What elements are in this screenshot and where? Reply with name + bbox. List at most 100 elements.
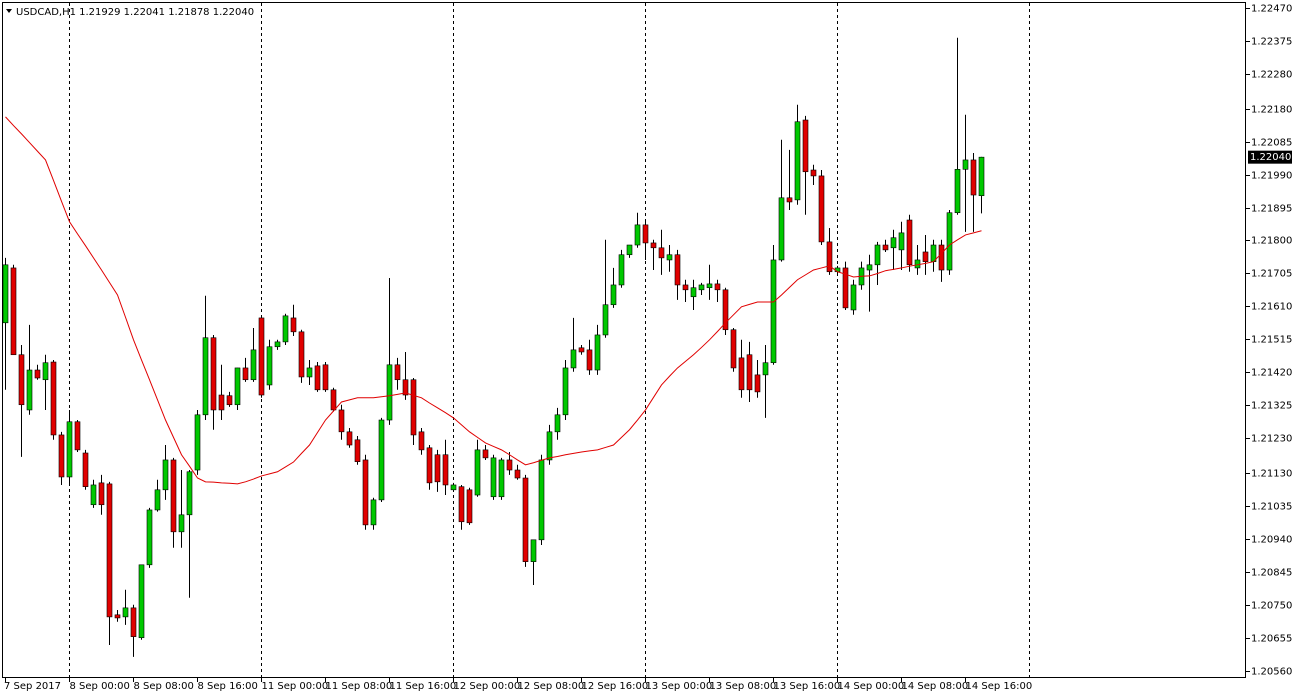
candle-body-down — [642, 224, 649, 244]
candle-body-down — [314, 365, 321, 391]
candle-body-up — [706, 283, 713, 289]
candle-body-up — [306, 367, 313, 378]
candle-body-up — [530, 539, 537, 562]
candle-body-up — [154, 489, 161, 511]
candle-body-down — [210, 337, 217, 411]
candle-body-down — [578, 347, 585, 353]
last-price-box — [1248, 150, 1292, 164]
x-tick-label: 13 Sep 00:00 — [646, 681, 713, 692]
candle-body-up — [42, 362, 49, 381]
candle-body-down — [466, 489, 473, 524]
x-tick-label: 8 Sep 00:00 — [70, 681, 130, 692]
candle-body-up — [690, 287, 697, 298]
candle-body-up — [866, 264, 873, 271]
candle-body-down — [82, 452, 89, 487]
candle-body-up — [178, 514, 185, 533]
candle-body-down — [50, 361, 57, 436]
y-tick-label: 1.20560 — [1251, 667, 1292, 678]
y-tick-label: 1.22280 — [1251, 70, 1292, 81]
candle-body-up — [562, 367, 569, 416]
candle-body-down — [738, 357, 745, 391]
candle-body-down — [906, 219, 913, 266]
candle-body-down — [482, 449, 489, 459]
candle-body-up — [274, 341, 281, 348]
candle-body-down — [258, 317, 265, 396]
candle-body-up — [946, 212, 953, 271]
menu-arrow — [6, 9, 12, 13]
y-tick-label: 1.21800 — [1251, 236, 1292, 247]
candle-body-up — [202, 337, 209, 416]
candle-body-up — [914, 259, 921, 269]
candle-body-down — [714, 283, 721, 291]
candle-body-down — [826, 241, 833, 273]
candle-body-up — [890, 237, 897, 249]
candle-body-up — [618, 254, 625, 286]
x-tick-label: 14 Sep 16:00 — [966, 681, 1033, 692]
candle-body-down — [514, 469, 521, 479]
candle-body-down — [74, 421, 81, 451]
x-tick-label: 14 Sep 08:00 — [902, 681, 969, 692]
candle-body-up — [2, 264, 9, 324]
candle-body-up — [954, 169, 961, 214]
candle-body-down — [114, 614, 121, 619]
candle-body-up — [66, 421, 73, 478]
candle-body-up — [898, 232, 905, 251]
y-tick-label: 1.22180 — [1251, 105, 1292, 116]
y-tick-label: 1.22375 — [1251, 37, 1292, 48]
candle-body-down — [938, 244, 945, 271]
candle-body-down — [218, 394, 225, 411]
candle-body-up — [386, 364, 393, 421]
candle-body-up — [634, 224, 641, 246]
candle-body-down — [802, 119, 809, 173]
candle-body-up — [538, 459, 545, 541]
candle-body-up — [610, 284, 617, 306]
candle-body-down — [922, 251, 929, 262]
candle-body-up — [194, 414, 201, 471]
x-tick-label: 11 Sep 08:00 — [326, 681, 393, 692]
candle-body-down — [338, 409, 345, 433]
candle-body-down — [346, 431, 353, 446]
x-tick-label: 13 Sep 08:00 — [710, 681, 777, 692]
candle-body-down — [394, 364, 401, 381]
candle-body-up — [850, 284, 857, 311]
x-tick-label: 12 Sep 16:00 — [582, 681, 649, 692]
candle-body-up — [282, 315, 289, 343]
y-tick-label: 1.21895 — [1251, 204, 1292, 215]
candle-body-down — [586, 349, 593, 371]
x-tick-label: 13 Sep 16:00 — [774, 681, 841, 692]
candle-body-up — [498, 459, 505, 498]
y-tick-label: 1.21515 — [1251, 335, 1292, 346]
candle-body-up — [370, 499, 377, 526]
candle-body-down — [34, 369, 41, 379]
candle-body-down — [882, 244, 889, 251]
y-tick-label: 1.22085 — [1251, 138, 1292, 149]
x-tick-label: 12 Sep 00:00 — [454, 681, 521, 692]
y-tick-label: 1.21610 — [1251, 302, 1292, 313]
y-tick-label: 1.21230 — [1251, 434, 1292, 445]
candle-body-up — [770, 259, 777, 364]
y-tick-label: 1.21420 — [1251, 368, 1292, 379]
candle-body-down — [290, 317, 297, 333]
x-tick-label: 8 Sep 16:00 — [198, 681, 258, 692]
candle-body-down — [58, 434, 65, 478]
candle-body-up — [234, 367, 241, 406]
candle-body-down — [242, 367, 249, 381]
y-tick-label: 1.21990 — [1251, 171, 1292, 182]
candle-body-down — [810, 169, 817, 177]
candle-body-down — [786, 197, 793, 203]
candle-body-up — [138, 564, 145, 639]
candle-body-down — [522, 477, 529, 562]
candle-body-down — [426, 447, 433, 484]
x-tick-label: 12 Sep 08:00 — [518, 681, 585, 692]
y-tick-label: 1.21035 — [1251, 502, 1292, 513]
last-price-label: 1.22040 — [1250, 152, 1291, 163]
candle-body-up — [26, 369, 33, 411]
candle-body-up — [626, 244, 633, 256]
candle-body-up — [474, 449, 481, 496]
candle-body-up — [250, 349, 257, 381]
candle-body-up — [146, 509, 153, 566]
x-tick-label: 14 Sep 00:00 — [838, 681, 905, 692]
candle-body-down — [746, 354, 753, 391]
